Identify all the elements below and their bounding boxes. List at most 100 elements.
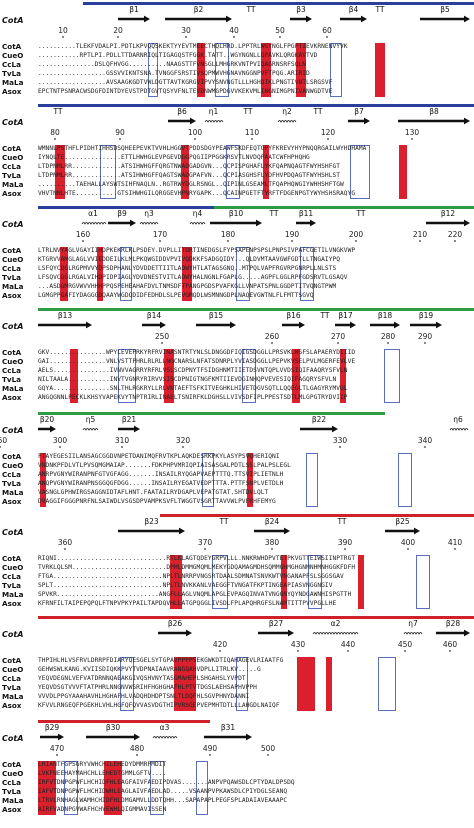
ss-label: β6	[177, 107, 187, 116]
sequence-name: Asox	[2, 805, 22, 814]
helix-coil	[139, 222, 159, 225]
structure-ruler: β20 η5 β21 β22 η6 300 310 320 330 340 350	[0, 415, 469, 448]
ss-label: η7	[408, 619, 418, 628]
sequence-name: CotA	[2, 348, 22, 357]
position-number: 460	[443, 640, 458, 649]
domain-color-bar	[38, 206, 214, 209]
sequence-row: THPIHLHLVSFRVLDRRPFDIARYQESGELSYTGPAVPPP…	[38, 657, 284, 664]
sequence-name: TvLa	[2, 171, 22, 180]
similarity-box	[215, 43, 229, 97]
ss-label: TT	[319, 311, 329, 320]
beta-strand-arrow	[38, 321, 92, 329]
position-number: 170	[153, 230, 168, 239]
query-label: CotA	[2, 426, 24, 435]
sequence-row: ...ASDGMRGVWVVHHHPPQSPEHEAHAFDVLTNMSDFTP…	[38, 283, 337, 290]
ruler-dot	[407, 548, 409, 550]
position-number: 50	[275, 26, 285, 35]
ruler-dot	[387, 342, 389, 344]
ruler-dot	[82, 240, 84, 242]
ss-label: β8	[429, 107, 439, 116]
similarity-box	[308, 555, 322, 609]
conserved-column-highlight	[296, 43, 306, 97]
query-label: CotA	[2, 322, 24, 331]
position-number: 490	[203, 744, 218, 753]
ss-label: β21	[122, 415, 137, 424]
ruler-dot	[326, 36, 328, 38]
beta-strand-arrow	[158, 629, 192, 637]
ruler-dot	[219, 650, 221, 652]
sequence-name: CotA	[2, 42, 22, 51]
conserved-column-highlight	[60, 247, 68, 301]
beta-strand-arrow	[118, 15, 150, 23]
alignment-block: CotAβ20η5β21β22η6300310320330340350CotAF…	[0, 412, 474, 514]
position-number: 500	[261, 744, 276, 753]
sequence-row: ANRPVGNYWIRANPNFGTVGFAGG.......INSAILRYQ…	[38, 471, 284, 478]
conserved-column-highlight	[261, 43, 271, 97]
ruler-dot	[454, 548, 456, 550]
structure-ruler: α1 β9 η3 η4 β10 TT β11 TT β12 160 170 180 190 200 210 2…	[76, 209, 470, 242]
alignment-block: CotA TT β6 η1 TT η2 TT β7 β8 80 90 100 110 120 130 CotA…	[0, 104, 474, 206]
sequence-name: CotA	[2, 246, 22, 255]
position-number: 380	[265, 538, 280, 547]
beta-strand-arrow	[40, 733, 64, 741]
position-number: 200	[349, 230, 364, 239]
beta-strand-arrow	[38, 425, 56, 433]
position-number: 100	[188, 128, 203, 137]
ruler-dot	[271, 548, 273, 550]
sequence-row: ..........TLEKFVDALPI.PDTLKPVQQSKEKTYYEV…	[38, 43, 348, 50]
beta-strand-arrow	[340, 15, 367, 23]
alignment-block: CotA β1 β2 TT β3 β4 TT β5 10 20 30 40 50 60 CotA......…	[0, 2, 474, 104]
ruler-dot	[64, 548, 66, 550]
beta-strand-arrow	[196, 321, 236, 329]
ss-label: η1	[209, 107, 219, 116]
sequence-name: CotA	[2, 554, 22, 563]
sequence-name: CcLa	[2, 60, 21, 69]
position-number: 320	[176, 436, 191, 445]
query-label: CotA	[2, 734, 24, 743]
ss-label: TT	[374, 5, 384, 14]
ruler-dot	[419, 240, 421, 242]
sequence-row: LFSQVCGGLRGALVIHDPIDPIAGLYDVDNESTVITLADW…	[38, 274, 348, 281]
ss-label: β3	[296, 5, 306, 14]
position-number: 60	[322, 26, 332, 35]
ruler-dot	[355, 240, 357, 242]
similarity-box	[236, 247, 250, 301]
position-number: 330	[333, 436, 348, 445]
ruler-dot	[56, 754, 58, 756]
sequence-row: GEHWSWLKANG.KVIISDIQKKPVYTVDPNAIAAVRANGQ…	[38, 666, 261, 673]
position-number: 120	[321, 128, 336, 137]
similarity-box	[384, 349, 400, 403]
beta-strand-arrow	[420, 15, 470, 23]
ruler-dot	[344, 548, 346, 550]
sequence-name: TvLa	[2, 273, 22, 282]
sequence-name: TvLa	[2, 581, 22, 590]
ss-label: η6	[453, 415, 463, 424]
beta-strand-arrow	[385, 527, 420, 535]
conserved-column-highlight	[70, 349, 78, 403]
ss-label: TT	[218, 517, 228, 526]
position-number: 180	[221, 230, 236, 239]
sequence-row: ANQPVGNYWIRANPNSGGQGFDGG......INSAILRYEG…	[38, 480, 284, 487]
similarity-box	[398, 453, 412, 507]
position-number: 80	[50, 128, 60, 137]
similarity-box	[196, 761, 208, 815]
position-number: 90	[115, 128, 125, 137]
beta-strand-arrow	[370, 321, 400, 329]
ruler-dot	[204, 548, 206, 550]
position-number: 220	[448, 230, 463, 239]
similarity-box	[242, 349, 256, 403]
position-number: 450	[398, 640, 413, 649]
beta-strand-arrow	[258, 629, 294, 637]
conserved-column-highlight	[247, 453, 253, 507]
ss-label: β24	[265, 517, 280, 526]
ss-label: TT	[355, 209, 365, 218]
position-number: 300	[53, 436, 68, 445]
ss-label: β1	[129, 5, 139, 14]
conserved-column-highlight	[340, 349, 346, 403]
ss-label: η4	[193, 209, 203, 218]
beta-strand-arrow	[348, 117, 370, 125]
ruler-dot	[0, 446, 1, 448]
ruler-dot	[59, 446, 61, 448]
similarity-box	[350, 145, 370, 199]
ruler-dot	[194, 138, 196, 140]
